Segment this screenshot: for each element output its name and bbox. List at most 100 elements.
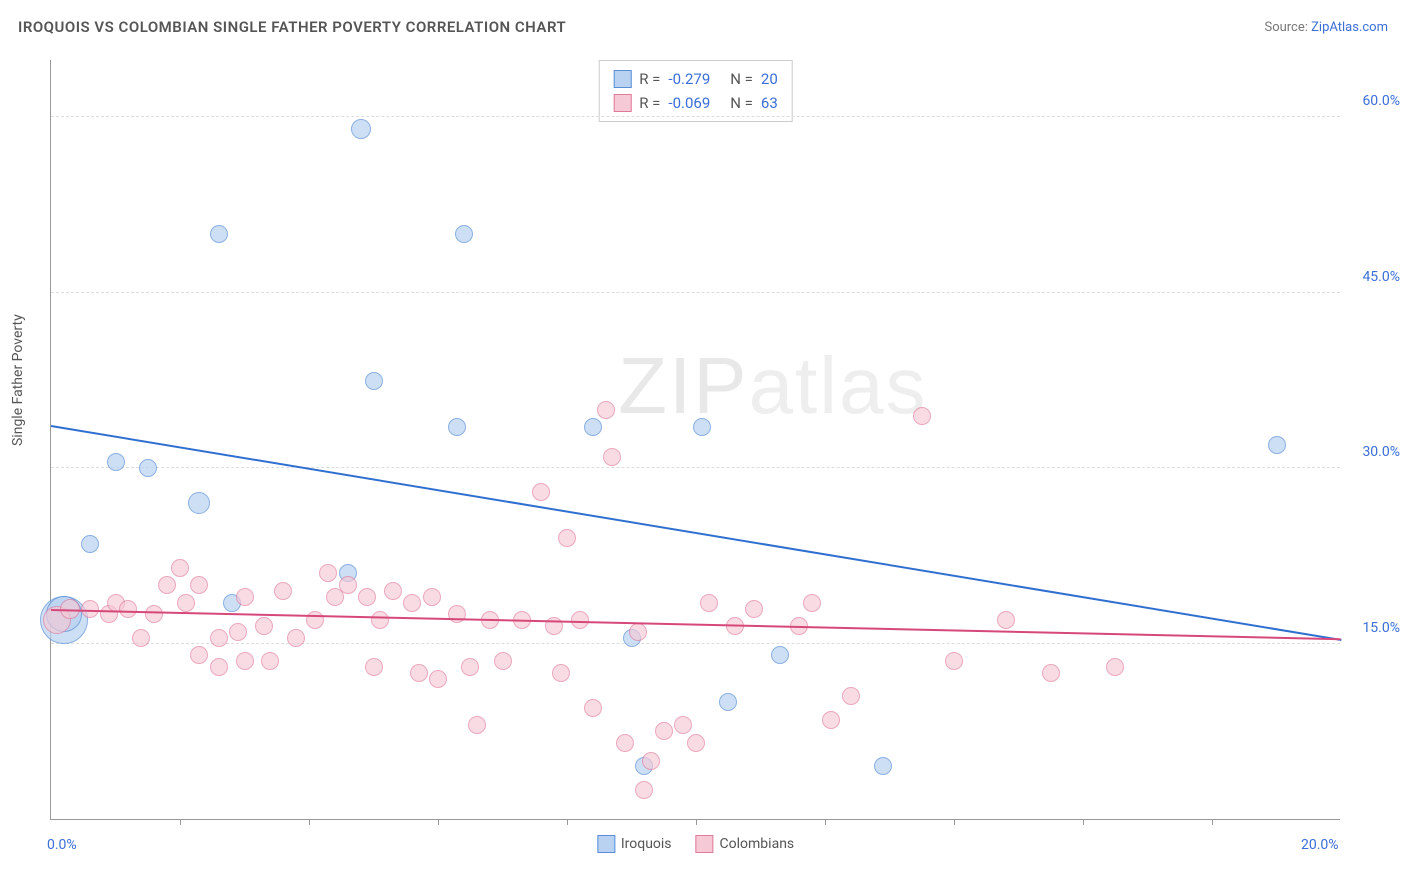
- data-point: [1106, 658, 1124, 676]
- data-point: [236, 652, 254, 670]
- legend-label: Colombians: [720, 836, 795, 852]
- data-point: [822, 711, 840, 729]
- data-point: [803, 594, 821, 612]
- data-point: [107, 453, 125, 471]
- x-tick: [567, 819, 568, 825]
- x-tick: [954, 819, 955, 825]
- source-link[interactable]: ZipAtlas.com: [1311, 20, 1388, 35]
- y-tick-label: 60.0%: [1345, 93, 1400, 109]
- data-point: [1042, 664, 1060, 682]
- x-tick: [180, 819, 181, 825]
- y-tick-label: 45.0%: [1345, 269, 1400, 285]
- x-tick: [825, 819, 826, 825]
- data-point: [642, 752, 660, 770]
- source-label: Source: ZipAtlas.com: [1264, 20, 1388, 35]
- data-point: [700, 594, 718, 612]
- legend-series: Iroquois Colombians: [597, 835, 794, 853]
- x-tick: [696, 819, 697, 825]
- data-point: [429, 670, 447, 688]
- data-point: [635, 781, 653, 799]
- data-point: [255, 617, 273, 635]
- data-point: [365, 658, 383, 676]
- legend-row: R =-0.069N =63: [613, 91, 778, 115]
- data-point: [188, 492, 210, 514]
- data-point: [358, 588, 376, 606]
- data-point: [558, 529, 576, 547]
- data-point: [603, 448, 621, 466]
- data-point: [210, 629, 228, 647]
- data-point: [287, 629, 305, 647]
- gridline: [51, 292, 1340, 293]
- data-point: [236, 588, 254, 606]
- data-point: [132, 629, 150, 647]
- data-point: [81, 600, 99, 618]
- data-point: [261, 652, 279, 670]
- data-point: [745, 600, 763, 618]
- data-point: [210, 658, 228, 676]
- data-point: [655, 722, 673, 740]
- data-point: [339, 576, 357, 594]
- data-point: [210, 225, 228, 243]
- trend-line: [51, 425, 1341, 641]
- data-point: [384, 582, 402, 600]
- x-tick: [438, 819, 439, 825]
- data-point: [913, 407, 931, 425]
- data-point: [365, 372, 383, 390]
- data-point: [448, 418, 466, 436]
- data-point: [687, 734, 705, 752]
- legend-swatch: [696, 835, 714, 853]
- data-point: [423, 588, 441, 606]
- data-point: [119, 600, 137, 618]
- legend-swatch: [597, 835, 615, 853]
- data-point: [455, 225, 473, 243]
- data-point: [616, 734, 634, 752]
- data-point: [532, 483, 550, 501]
- legend-correlation: R =-0.279N =20R =-0.069N =63: [598, 60, 793, 122]
- data-point: [552, 664, 570, 682]
- data-point: [145, 605, 163, 623]
- data-point: [403, 594, 421, 612]
- x-tick-label: 20.0%: [1301, 837, 1339, 853]
- x-tick: [1083, 819, 1084, 825]
- data-point: [597, 401, 615, 419]
- data-point: [629, 623, 647, 641]
- gridline: [51, 116, 1340, 117]
- data-point: [997, 611, 1015, 629]
- data-point: [584, 699, 602, 717]
- data-point: [693, 418, 711, 436]
- data-point: [719, 693, 737, 711]
- legend-swatch: [613, 94, 631, 112]
- data-point: [584, 418, 602, 436]
- gridline: [51, 643, 1340, 644]
- data-point: [674, 716, 692, 734]
- scatter-chart: ZIPatlas R =-0.279N =20R =-0.069N =63 Ir…: [50, 60, 1340, 820]
- data-point: [274, 582, 292, 600]
- data-point: [177, 594, 195, 612]
- data-point: [468, 716, 486, 734]
- data-point: [448, 605, 466, 623]
- data-point: [771, 646, 789, 664]
- data-point: [945, 652, 963, 670]
- gridline: [51, 467, 1340, 468]
- data-point: [190, 646, 208, 664]
- legend-label: Iroquois: [621, 836, 672, 852]
- data-point: [319, 564, 337, 582]
- data-point: [351, 119, 371, 139]
- y-axis-label: Single Father Poverty: [10, 314, 26, 446]
- legend-item: Iroquois: [597, 835, 672, 853]
- data-point: [874, 757, 892, 775]
- legend-swatch: [613, 70, 631, 88]
- data-point: [842, 687, 860, 705]
- data-point: [229, 623, 247, 641]
- x-tick-label: 0.0%: [47, 837, 77, 853]
- x-tick: [309, 819, 310, 825]
- data-point: [190, 576, 208, 594]
- data-point: [158, 576, 176, 594]
- y-tick-label: 30.0%: [1345, 444, 1400, 460]
- data-point: [494, 652, 512, 670]
- chart-title: IROQUOIS VS COLOMBIAN SINGLE FATHER POVE…: [18, 18, 566, 36]
- data-point: [371, 611, 389, 629]
- data-point: [81, 535, 99, 553]
- data-point: [171, 559, 189, 577]
- y-tick-label: 15.0%: [1345, 620, 1400, 636]
